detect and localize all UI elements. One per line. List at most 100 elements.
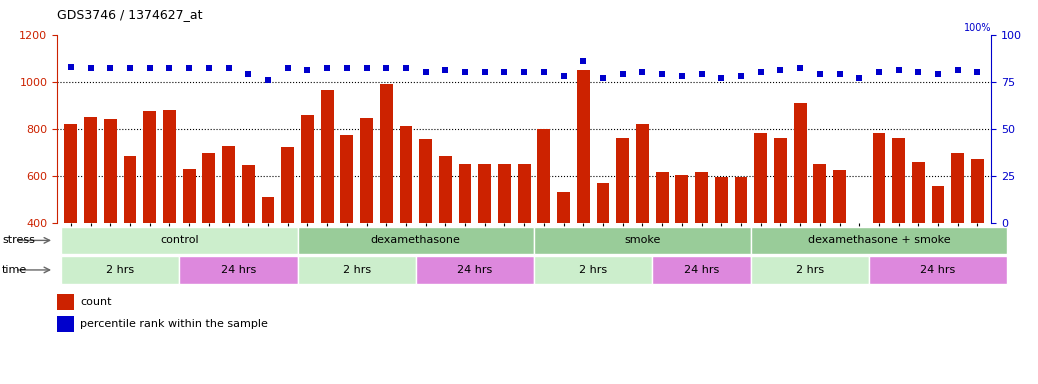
Point	[614, 71, 631, 77]
Text: 2 hrs: 2 hrs	[343, 265, 371, 275]
Point	[910, 69, 927, 75]
Point	[338, 65, 355, 71]
Point	[200, 65, 217, 71]
Bar	[750, 227, 1007, 254]
Bar	[380, 84, 392, 317]
Text: 24 hrs: 24 hrs	[684, 265, 719, 275]
Point	[654, 71, 671, 77]
Bar	[57, 295, 74, 310]
Point	[398, 65, 414, 71]
Bar	[340, 134, 353, 317]
Bar	[281, 147, 294, 317]
Bar	[912, 162, 925, 317]
Bar	[124, 156, 136, 317]
Text: count: count	[80, 298, 111, 308]
Text: 24 hrs: 24 hrs	[458, 265, 493, 275]
Bar	[834, 170, 846, 317]
Bar	[534, 256, 652, 284]
Bar	[183, 169, 195, 317]
Point	[437, 67, 454, 73]
Bar	[298, 227, 534, 254]
Bar	[750, 256, 869, 284]
Point	[674, 73, 690, 79]
Bar	[180, 256, 298, 284]
Bar	[814, 164, 826, 317]
Point	[240, 71, 256, 77]
Text: dexamethasone: dexamethasone	[371, 235, 461, 245]
Bar	[735, 177, 747, 317]
Point	[121, 65, 138, 71]
Point	[772, 67, 789, 73]
Bar	[656, 172, 668, 317]
Bar	[636, 124, 649, 317]
Point	[693, 71, 710, 77]
Point	[713, 75, 730, 81]
Point	[812, 71, 828, 77]
Point	[792, 65, 809, 71]
Bar	[873, 133, 885, 317]
Point	[279, 65, 296, 71]
Bar	[518, 164, 530, 317]
Point	[181, 65, 197, 71]
Point	[575, 58, 592, 64]
Bar	[163, 110, 175, 317]
Bar	[652, 256, 750, 284]
Bar	[755, 133, 767, 317]
Bar	[893, 138, 905, 317]
Bar	[972, 159, 984, 317]
Bar	[419, 139, 432, 317]
Bar	[695, 172, 708, 317]
Bar	[202, 153, 215, 317]
Bar	[534, 227, 750, 254]
Bar	[459, 164, 471, 317]
Bar	[439, 156, 452, 317]
Point	[753, 69, 769, 75]
Text: GDS3746 / 1374627_at: GDS3746 / 1374627_at	[57, 8, 202, 21]
Text: 2 hrs: 2 hrs	[106, 265, 134, 275]
Bar	[61, 256, 180, 284]
Point	[82, 65, 99, 71]
Bar	[932, 186, 945, 317]
Bar	[794, 103, 807, 317]
Point	[950, 67, 966, 73]
Point	[476, 69, 493, 75]
Text: 100%: 100%	[964, 23, 991, 33]
Text: percentile rank within the sample: percentile rank within the sample	[80, 319, 268, 329]
Bar	[869, 256, 1007, 284]
Bar	[298, 256, 416, 284]
Point	[634, 69, 651, 75]
Text: 2 hrs: 2 hrs	[579, 265, 607, 275]
Point	[516, 69, 532, 75]
Bar	[400, 126, 412, 317]
Bar	[104, 119, 116, 317]
Point	[417, 69, 434, 75]
Point	[457, 69, 473, 75]
Point	[969, 69, 986, 75]
Point	[496, 69, 513, 75]
Point	[299, 67, 316, 73]
Text: 24 hrs: 24 hrs	[921, 265, 956, 275]
Bar	[774, 138, 787, 317]
Bar	[715, 177, 728, 317]
Point	[595, 75, 611, 81]
Text: time: time	[2, 265, 27, 275]
Text: control: control	[160, 235, 198, 245]
Text: dexamethasone + smoke: dexamethasone + smoke	[808, 235, 950, 245]
Point	[260, 77, 276, 83]
Bar	[143, 111, 156, 317]
Bar	[360, 118, 373, 317]
Point	[378, 65, 394, 71]
Bar	[597, 183, 609, 317]
Text: smoke: smoke	[624, 235, 660, 245]
Point	[141, 65, 158, 71]
Point	[358, 65, 375, 71]
Text: 2 hrs: 2 hrs	[796, 265, 824, 275]
Bar	[321, 90, 333, 317]
Bar	[61, 227, 298, 254]
Point	[871, 69, 887, 75]
Point	[319, 65, 335, 71]
Point	[891, 67, 907, 73]
Bar	[84, 117, 97, 317]
Point	[62, 63, 79, 70]
Point	[555, 73, 572, 79]
